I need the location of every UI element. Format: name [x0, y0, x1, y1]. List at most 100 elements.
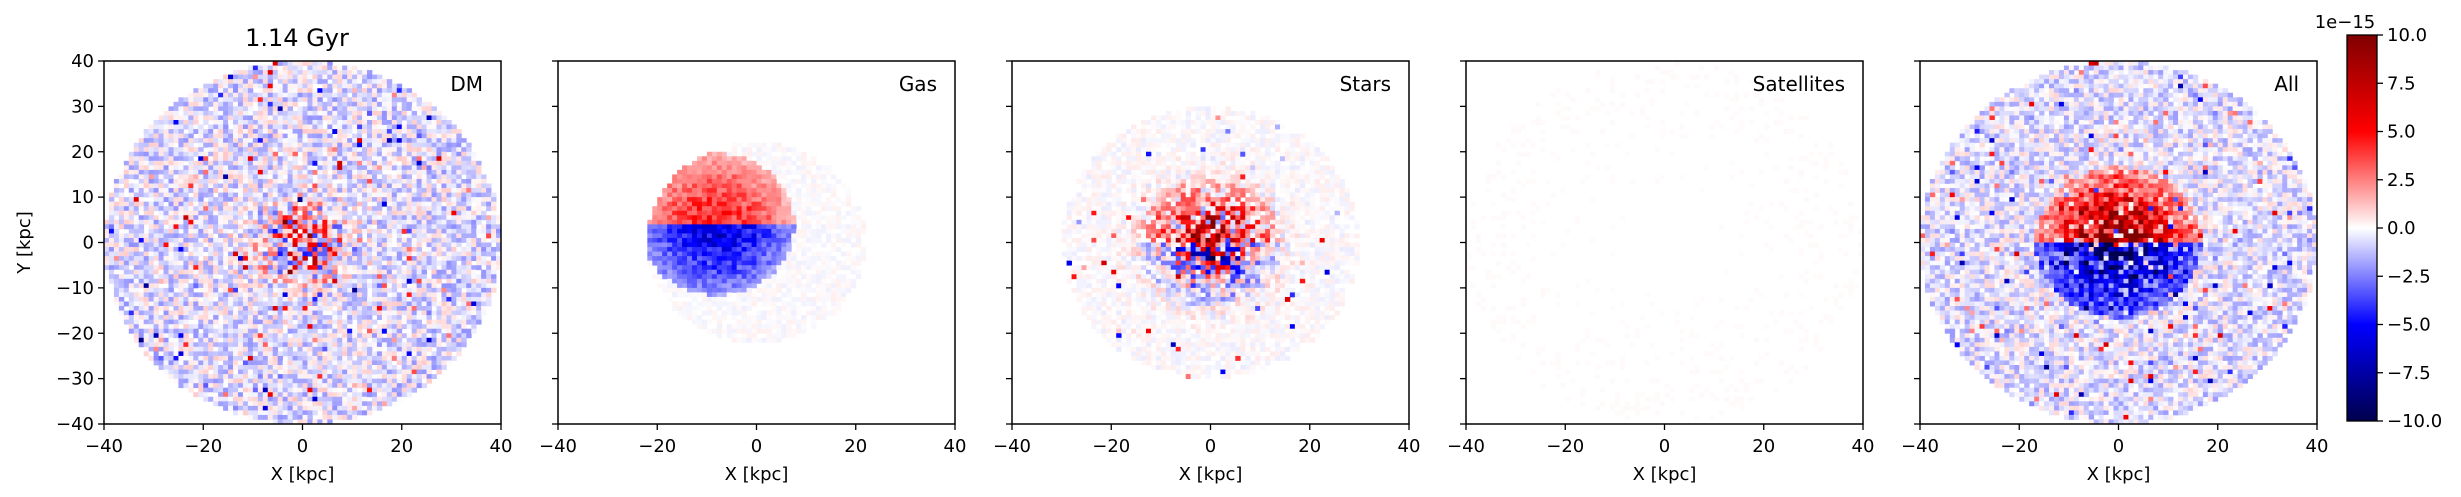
heatmap-cell: [223, 74, 229, 80]
heatmap-cell: [193, 296, 199, 302]
heatmap-cell: [203, 256, 209, 262]
heatmap-cell: [312, 265, 318, 271]
heatmap-cell: [376, 160, 383, 166]
heatmap-cell: [357, 237, 363, 243]
heatmap-cell: [486, 247, 492, 252]
heatmap-cell: [421, 242, 427, 248]
heatmap-cell: [277, 201, 284, 207]
heatmap-cell: [362, 310, 368, 316]
heatmap-cell: [332, 183, 338, 189]
heatmap-cell: [337, 74, 343, 80]
heatmap-cell: [247, 178, 254, 184]
heatmap-cell: [138, 296, 145, 302]
heatmap-cell: [213, 378, 219, 384]
heatmap-cell: [446, 160, 452, 166]
heatmap-cell: [471, 292, 477, 298]
heatmap-cell: [466, 265, 472, 271]
heatmap-cell: [312, 283, 318, 289]
heatmap-cell: [143, 346, 150, 352]
heatmap-cell: [302, 106, 308, 112]
heatmap-cell: [347, 260, 353, 266]
heatmap-cell: [431, 174, 437, 180]
heatmap-cell: [307, 124, 313, 130]
heatmap-cell: [302, 74, 308, 80]
heatmap-cell: [228, 315, 234, 321]
heatmap-cell: [247, 237, 254, 243]
heatmap-cell: [173, 333, 179, 339]
heatmap-cell: [322, 197, 328, 203]
heatmap-cell: [471, 301, 477, 307]
heatmap-cell: [267, 342, 274, 348]
heatmap-cell: [242, 355, 249, 361]
heatmap-cell: [242, 183, 249, 189]
heatmap-cell: [386, 215, 393, 221]
heatmap-cell: [396, 378, 403, 384]
heatmap-cell: [332, 410, 338, 416]
heatmap-cell: [371, 129, 378, 134]
heatmap-cell: [158, 224, 164, 230]
heatmap-cell: [371, 174, 378, 180]
heatmap-cell: [118, 192, 125, 198]
heatmap-cell: [441, 237, 447, 243]
heatmap-cell: [342, 306, 348, 311]
heatmap-cell: [362, 106, 368, 112]
heatmap-cell: [371, 165, 378, 171]
heatmap-cell: [247, 156, 254, 162]
heatmap-cell: [267, 369, 274, 375]
heatmap-cell: [247, 355, 254, 361]
heatmap-cell: [143, 283, 150, 289]
heatmap-cell: [257, 101, 264, 107]
heatmap-cell: [218, 79, 224, 85]
heatmap-cell: [682, 197, 688, 203]
heatmap-cell: [242, 256, 249, 262]
heatmap-cell: [247, 169, 254, 175]
heatmap-cell: [436, 151, 442, 157]
heatmap-cell: [163, 165, 169, 171]
heatmap-cell: [257, 278, 264, 284]
heatmap-cell: [391, 274, 398, 280]
heatmap-cell: [317, 201, 323, 207]
heatmap-cell: [456, 201, 462, 207]
heatmap-cell: [282, 369, 289, 375]
heatmap-cell: [667, 228, 673, 234]
heatmap-cell: [178, 206, 184, 212]
heatmap-cell: [292, 414, 298, 420]
heatmap-cell: [183, 256, 189, 262]
heatmap-cell: [376, 360, 383, 366]
heatmap-cell: [213, 101, 219, 107]
heatmap-cell: [352, 346, 358, 352]
heatmap-cell: [178, 333, 184, 339]
heatmap-cell: [312, 101, 318, 107]
heatmap-cell: [198, 346, 204, 352]
heatmap-cell: [386, 201, 393, 207]
heatmap-cell: [456, 219, 462, 225]
heatmap-cell: [317, 70, 323, 76]
heatmap-cell: [168, 360, 174, 366]
heatmap-cell: [282, 133, 289, 139]
heatmap-cell: [381, 219, 388, 225]
heatmap-cell: [104, 265, 110, 271]
heatmap-cell: [198, 138, 204, 144]
heatmap-cell: [228, 360, 234, 366]
heatmap-cell: [247, 333, 254, 339]
heatmap-cell: [371, 405, 378, 411]
heatmap-cell: [228, 201, 234, 207]
heatmap-cell: [287, 124, 293, 130]
heatmap-cell: [672, 247, 678, 252]
heatmap-cell: [223, 210, 229, 216]
heatmap-cell: [203, 283, 209, 289]
heatmap-cell: [143, 192, 150, 198]
heatmap-cell: [228, 142, 234, 148]
heatmap-cell: [277, 160, 284, 166]
heatmap-cell: [332, 201, 338, 207]
heatmap-cell: [396, 306, 403, 311]
heatmap-cell: [332, 165, 338, 171]
heatmap-cell: [188, 92, 194, 98]
heatmap-cell: [302, 328, 308, 334]
heatmap-cell: [302, 355, 308, 361]
heatmap-cell: [352, 156, 358, 162]
heatmap-cell: [386, 401, 393, 407]
heatmap-cell: [391, 106, 398, 112]
heatmap-cell: [133, 337, 140, 343]
heatmap-cell: [218, 165, 224, 171]
